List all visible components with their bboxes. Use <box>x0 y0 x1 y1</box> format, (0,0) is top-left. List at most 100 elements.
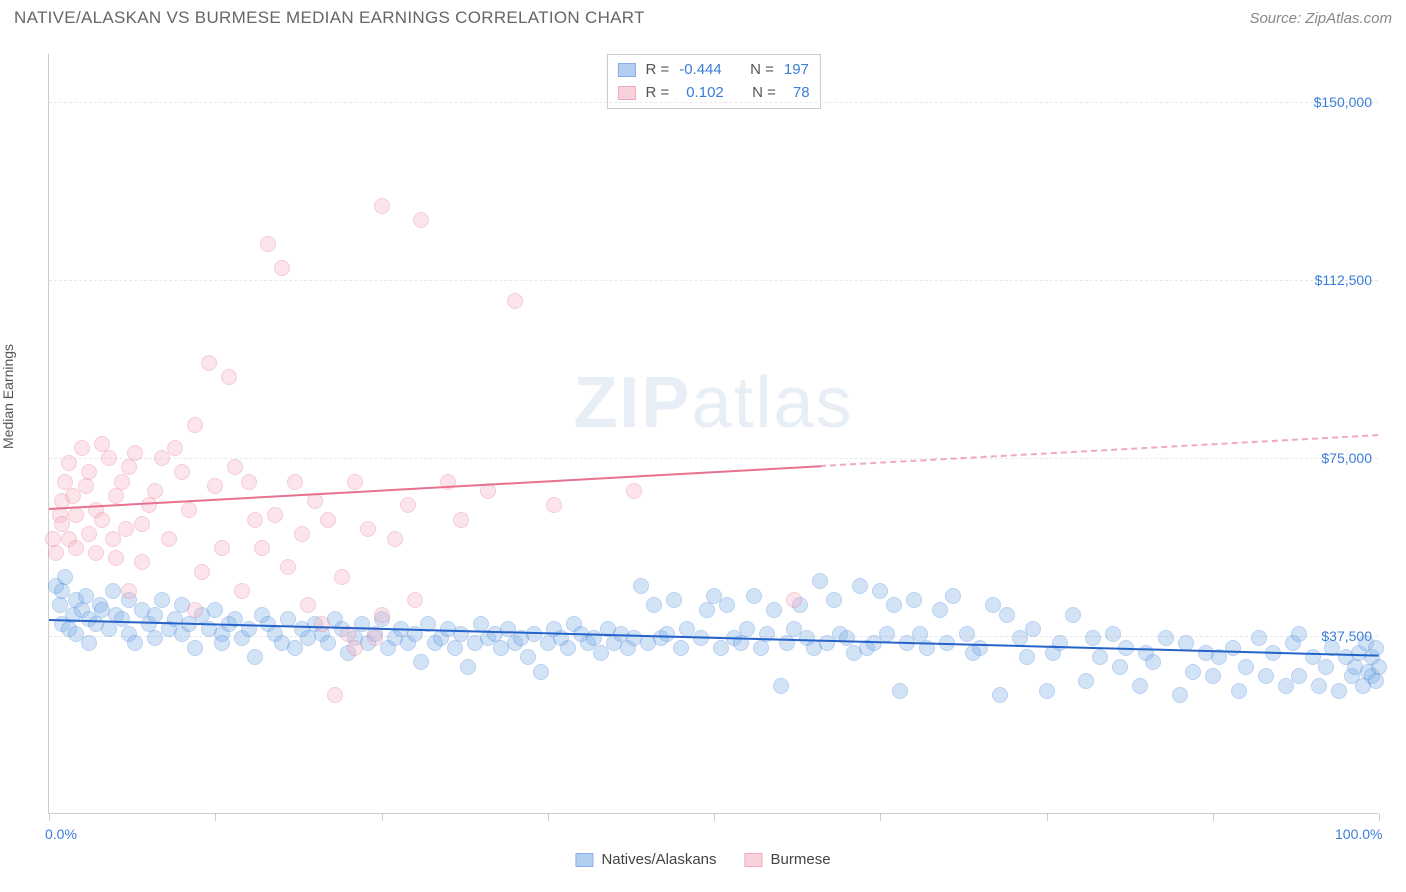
scatter-point <box>786 592 802 608</box>
scatter-point <box>1238 659 1254 675</box>
scatter-point <box>181 502 197 518</box>
bottom-legend: Natives/Alaskans Burmese <box>575 851 830 868</box>
scatter-point <box>214 540 230 556</box>
scatter-point <box>739 621 755 637</box>
scatter-point <box>207 602 223 618</box>
y-tick-label: $75,000 <box>1282 450 1372 466</box>
scatter-point <box>214 635 230 651</box>
x-tick-label: 100.0% <box>1335 826 1382 842</box>
gridline <box>49 280 1378 281</box>
scatter-point <box>127 635 143 651</box>
scatter-point <box>560 640 576 656</box>
scatter-point <box>387 531 403 547</box>
scatter-point <box>147 607 163 623</box>
series-swatch <box>617 63 635 77</box>
scatter-point <box>81 464 97 480</box>
scatter-point <box>1371 659 1387 675</box>
scatter-point <box>1172 687 1188 703</box>
scatter-point <box>374 607 390 623</box>
scatter-point <box>746 588 762 604</box>
scatter-point <box>68 540 84 556</box>
stats-row: R = -0.444 N = 197 <box>617 59 809 82</box>
scatter-point <box>1331 683 1347 699</box>
scatter-point <box>753 640 769 656</box>
scatter-point <box>147 483 163 499</box>
series-swatch <box>575 853 593 867</box>
scatter-point <box>1065 607 1081 623</box>
scatter-point <box>207 478 223 494</box>
scatter-point <box>1052 635 1068 651</box>
scatter-point <box>105 583 121 599</box>
scatter-point <box>1145 654 1161 670</box>
scatter-point <box>1025 621 1041 637</box>
y-tick-label: $112,500 <box>1282 272 1372 288</box>
scatter-point <box>533 664 549 680</box>
scatter-point <box>1291 668 1307 684</box>
scatter-point <box>413 212 429 228</box>
scatter-point <box>892 683 908 699</box>
scatter-point <box>134 554 150 570</box>
scatter-point <box>1158 630 1174 646</box>
scatter-point <box>187 417 203 433</box>
scatter-point <box>374 198 390 214</box>
scatter-point <box>1019 649 1035 665</box>
scatter-point <box>81 635 97 651</box>
scatter-point <box>360 521 376 537</box>
scatter-point <box>154 592 170 608</box>
scatter-point <box>407 592 423 608</box>
scatter-point <box>666 592 682 608</box>
scatter-point <box>779 635 795 651</box>
scatter-point <box>314 616 330 632</box>
scatter-point <box>201 355 217 371</box>
scatter-point <box>247 512 263 528</box>
x-tick <box>548 813 549 821</box>
gridline <box>49 458 1378 459</box>
scatter-point <box>161 531 177 547</box>
scatter-point <box>68 507 84 523</box>
scatter-point <box>932 602 948 618</box>
scatter-point <box>108 488 124 504</box>
scatter-point <box>81 526 97 542</box>
series-swatch <box>745 853 763 867</box>
x-tick <box>1213 813 1214 821</box>
x-tick <box>880 813 881 821</box>
scatter-point <box>294 526 310 542</box>
scatter-point <box>121 459 137 475</box>
chart-title: NATIVE/ALASKAN VS BURMESE MEDIAN EARNING… <box>14 8 645 28</box>
scatter-point <box>626 483 642 499</box>
y-axis-title: Median Earnings <box>0 344 16 449</box>
x-tick <box>382 813 383 821</box>
scatter-point <box>992 687 1008 703</box>
scatter-point <box>1092 649 1108 665</box>
scatter-point <box>1078 673 1094 689</box>
scatter-point <box>267 507 283 523</box>
scatter-point <box>1112 659 1128 675</box>
scatter-point <box>719 597 735 613</box>
watermark: ZIPatlas <box>573 362 853 444</box>
scatter-point <box>945 588 961 604</box>
scatter-point <box>367 630 383 646</box>
legend-label: Burmese <box>771 851 831 868</box>
scatter-point <box>453 512 469 528</box>
series-swatch <box>617 86 635 100</box>
scatter-point <box>1368 673 1384 689</box>
scatter-point <box>274 260 290 276</box>
scatter-point <box>88 545 104 561</box>
y-tick-label: $150,000 <box>1282 94 1372 110</box>
scatter-point <box>320 635 336 651</box>
scatter-point <box>61 455 77 471</box>
legend-item: Burmese <box>745 851 831 868</box>
scatter-point <box>1368 640 1384 656</box>
scatter-point <box>1185 664 1201 680</box>
scatter-point <box>972 640 988 656</box>
scatter-point <box>812 573 828 589</box>
scatter-point <box>1105 626 1121 642</box>
scatter-point <box>78 478 94 494</box>
scatter-point <box>460 659 476 675</box>
scatter-point <box>241 474 257 490</box>
scatter-point <box>141 497 157 513</box>
scatter-point <box>633 578 649 594</box>
legend-item: Natives/Alaskans <box>575 851 716 868</box>
x-tick <box>1379 813 1380 821</box>
x-tick <box>714 813 715 821</box>
